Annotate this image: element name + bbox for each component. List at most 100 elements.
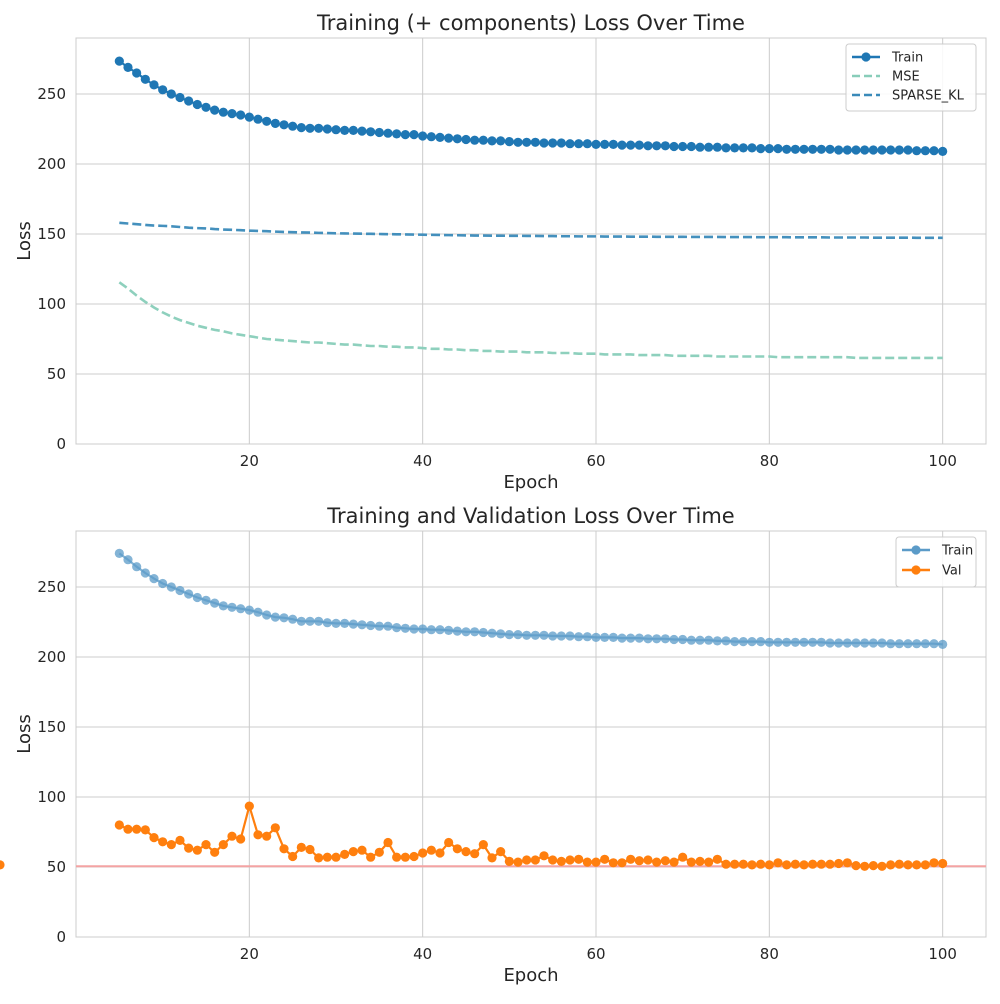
data-point xyxy=(305,844,315,855)
series-val xyxy=(0,801,948,871)
data-point xyxy=(478,135,488,145)
data-point xyxy=(210,105,220,115)
data-point xyxy=(738,637,748,647)
top-chart-frame xyxy=(75,37,987,445)
data-point xyxy=(158,837,168,847)
data-point xyxy=(868,861,878,871)
top-chart-series xyxy=(114,56,948,360)
data-point xyxy=(851,861,861,871)
data-point xyxy=(565,631,575,641)
data-point xyxy=(617,633,627,643)
data-point xyxy=(556,138,566,148)
y-tick-label: 50 xyxy=(47,365,66,383)
data-point xyxy=(366,127,376,137)
data-point xyxy=(894,859,904,869)
data-point xyxy=(166,89,176,99)
data-point xyxy=(574,139,584,149)
data-point xyxy=(669,634,679,645)
data-point xyxy=(140,568,150,578)
top-chart-legend: Train MSE SPARSE_KL xyxy=(845,43,977,112)
data-point xyxy=(808,144,818,154)
data-point xyxy=(478,627,488,638)
data-point xyxy=(556,856,566,867)
data-point xyxy=(938,858,948,869)
series-train xyxy=(114,56,948,156)
data-point xyxy=(938,639,948,650)
y-tick-label: 150 xyxy=(37,225,66,243)
data-point xyxy=(730,143,740,153)
data-point xyxy=(591,139,601,149)
x-tick-label: 60 xyxy=(586,945,605,963)
data-point xyxy=(842,638,852,648)
data-point xyxy=(548,631,558,641)
bottom-chart-x-label: Epoch xyxy=(503,965,558,986)
x-tick-label: 100 xyxy=(928,452,957,470)
data-point xyxy=(340,849,350,860)
data-point xyxy=(730,859,740,869)
data-point xyxy=(678,634,688,645)
series-line xyxy=(118,281,943,360)
x-tick-label: 20 xyxy=(240,945,259,963)
data-point xyxy=(886,145,896,155)
data-point xyxy=(418,131,428,141)
data-point xyxy=(452,626,462,636)
data-point xyxy=(816,144,826,154)
x-tick-label: 40 xyxy=(413,452,432,470)
data-point xyxy=(270,612,280,622)
data-point xyxy=(669,141,679,152)
legend-label: Train xyxy=(941,544,973,559)
data-point xyxy=(712,854,722,864)
data-point xyxy=(886,860,896,870)
data-point xyxy=(522,630,532,640)
data-point xyxy=(444,837,454,848)
data-point xyxy=(487,628,497,638)
data-point xyxy=(374,847,384,857)
series-line xyxy=(119,221,943,240)
data-point xyxy=(634,140,644,150)
data-point xyxy=(834,145,844,155)
data-point xyxy=(470,849,480,859)
data-point xyxy=(756,859,766,869)
data-point xyxy=(444,625,454,636)
data-point xyxy=(366,620,376,631)
data-point xyxy=(574,632,584,642)
data-point xyxy=(132,824,142,834)
bottom-chart: 20 40 60 80 100 0 50 100 150 200 250 Training and… xyxy=(0,504,987,986)
data-point xyxy=(262,831,272,841)
data-point xyxy=(799,144,809,154)
data-point xyxy=(236,604,246,614)
data-point xyxy=(582,857,592,867)
data-point xyxy=(721,143,731,153)
data-point xyxy=(539,851,549,861)
data-point xyxy=(860,145,870,155)
data-point xyxy=(184,843,194,853)
bottom-chart-series xyxy=(0,548,948,871)
data-point xyxy=(400,623,410,633)
data-point xyxy=(608,139,618,149)
data-point xyxy=(192,99,202,110)
x-tick-label: 40 xyxy=(413,945,432,963)
top-chart-x-label: Epoch xyxy=(503,472,558,493)
data-point xyxy=(201,840,211,850)
data-point xyxy=(617,140,627,150)
data-point xyxy=(487,853,497,863)
data-point xyxy=(262,116,272,126)
data-point xyxy=(270,118,280,128)
data-point xyxy=(686,635,696,645)
data-point xyxy=(643,141,653,151)
data-point xyxy=(435,625,445,635)
data-point xyxy=(322,124,332,134)
data-point xyxy=(444,133,454,143)
data-point xyxy=(764,637,774,647)
data-point xyxy=(305,616,315,626)
data-point xyxy=(461,134,471,145)
data-point xyxy=(123,62,133,72)
legend-marker xyxy=(911,545,921,555)
data-point xyxy=(426,845,436,855)
data-point xyxy=(530,630,540,640)
data-point xyxy=(565,855,575,865)
data-point xyxy=(903,145,913,155)
data-point xyxy=(253,830,263,840)
data-point xyxy=(600,139,610,149)
